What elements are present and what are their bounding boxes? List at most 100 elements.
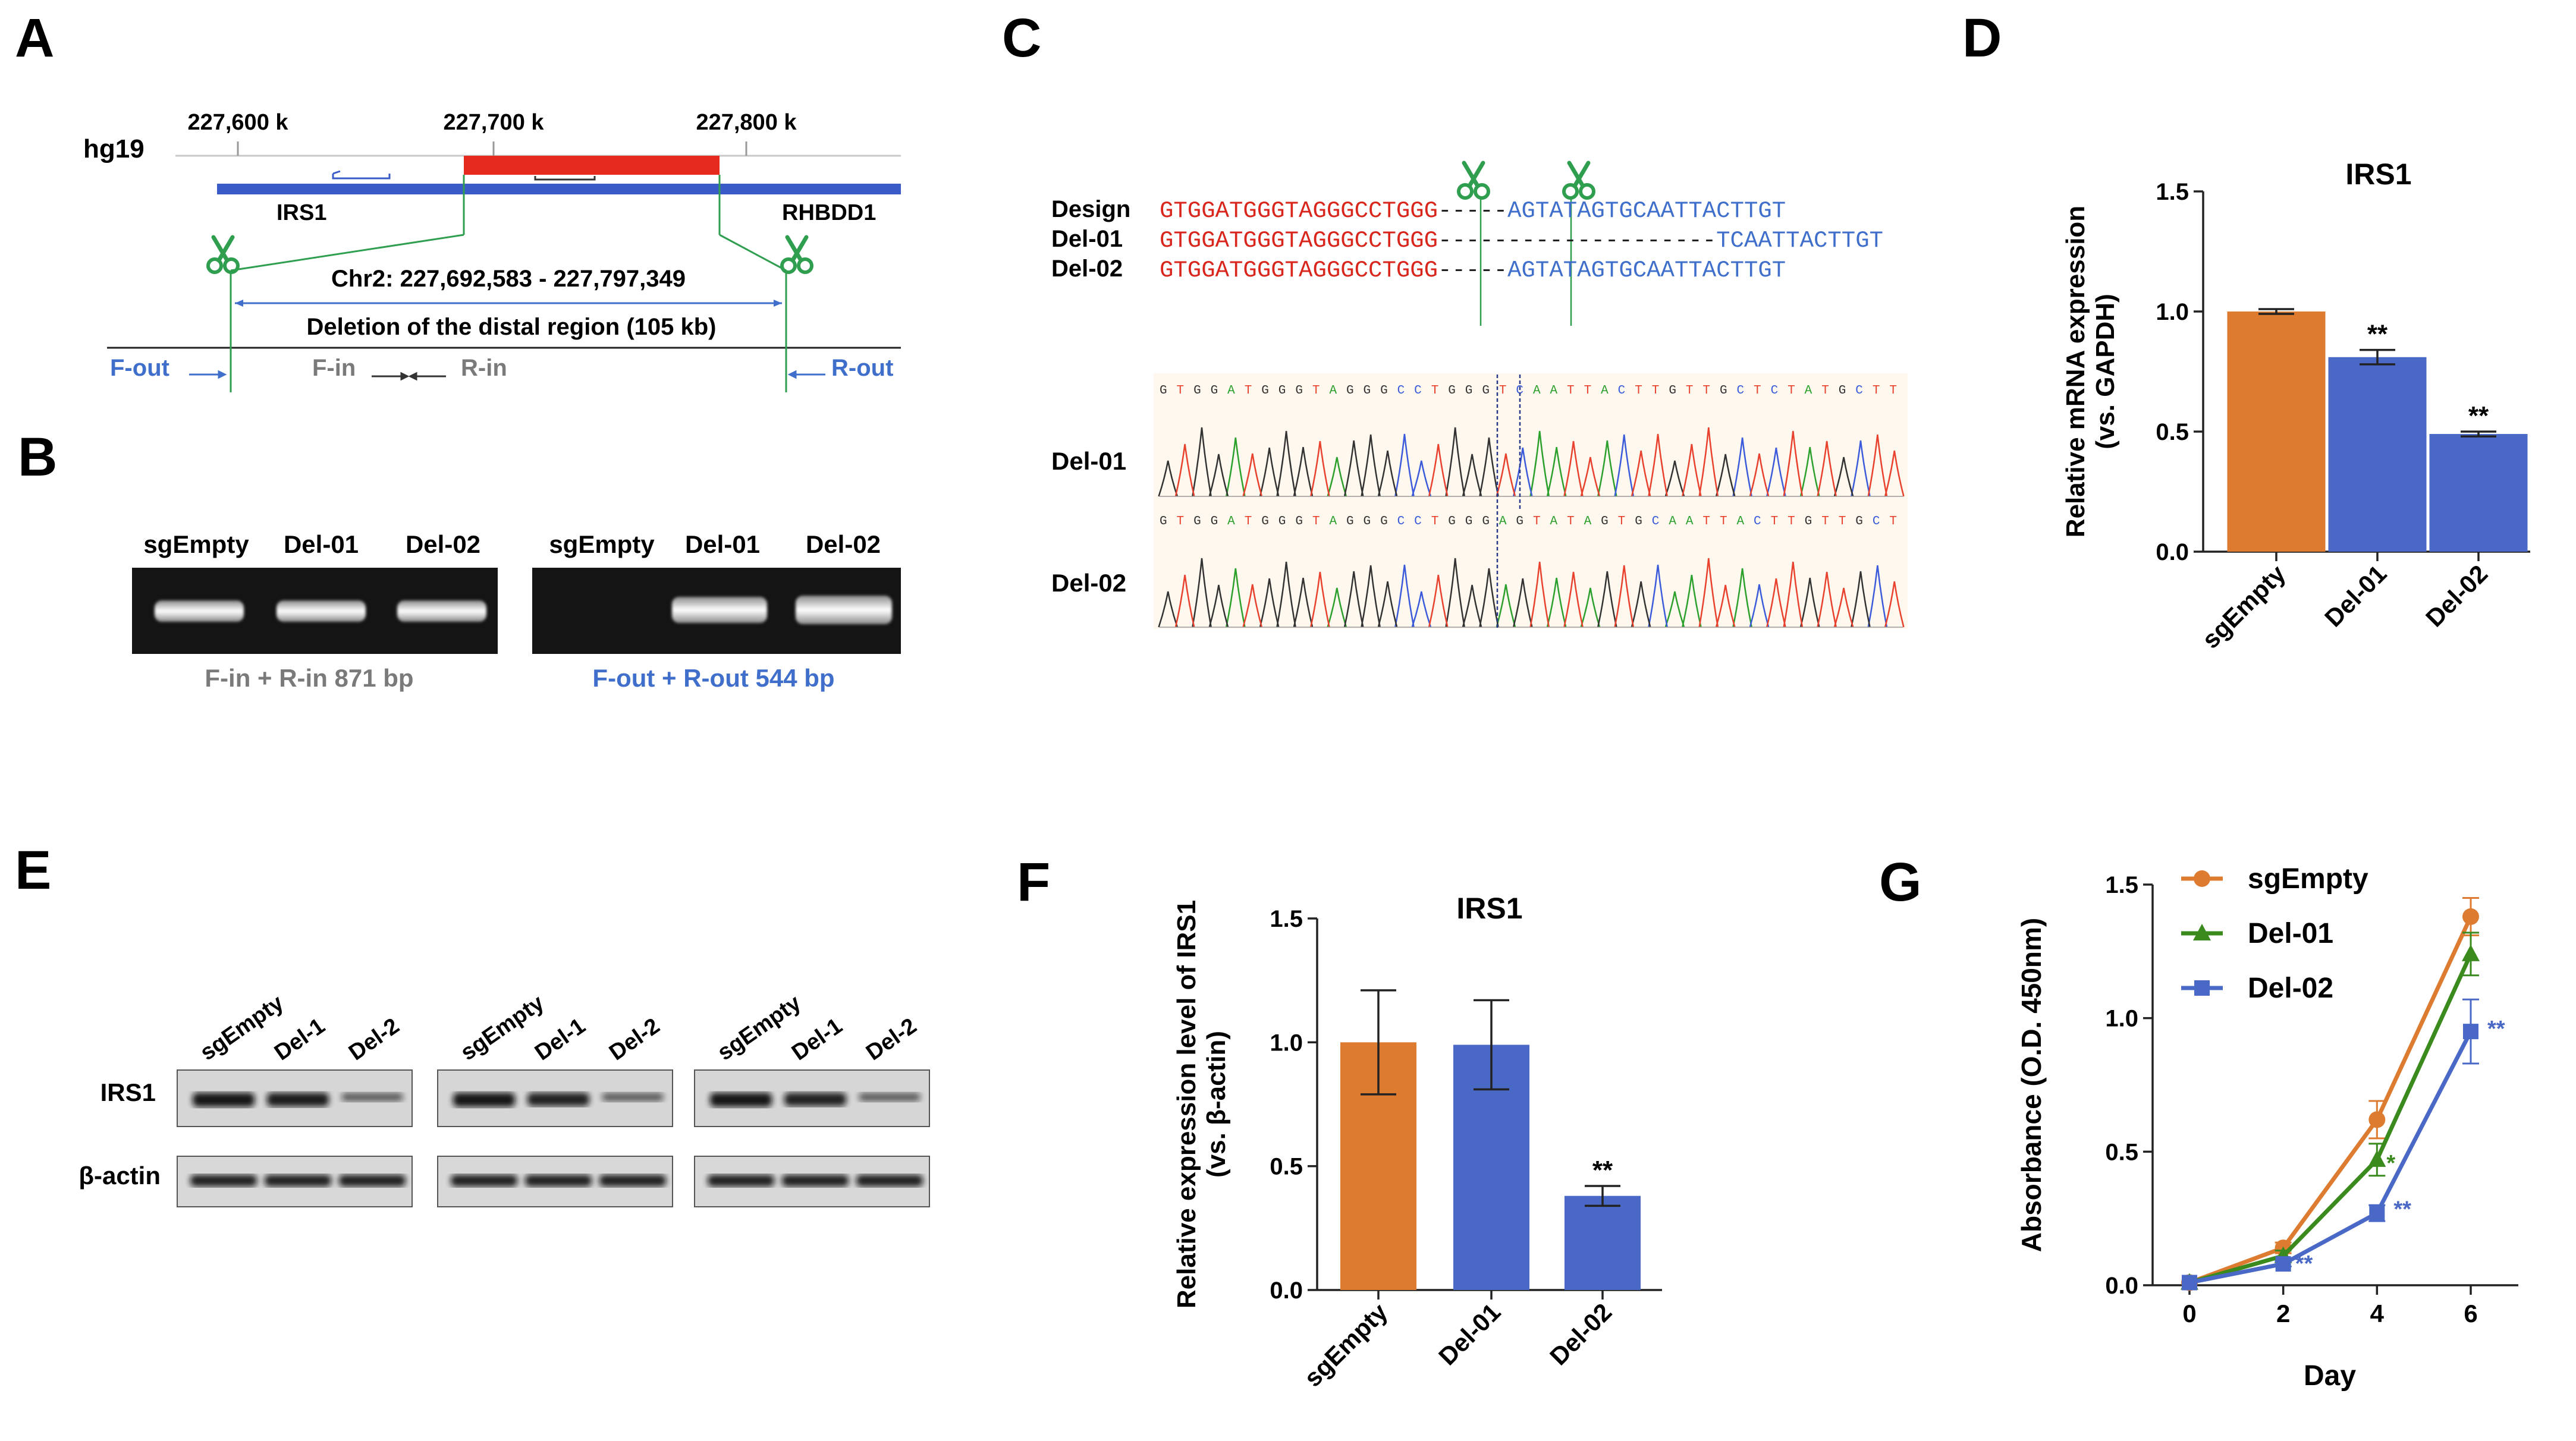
gel1-band-1 [155,600,244,622]
gel1-band-2 [277,600,366,622]
chromatogram-background [1154,373,1908,629]
chromatogram-del02-peaks-A [1225,568,1752,628]
primer-f-in: F-in [312,355,356,381]
panel-label-a: A [15,8,54,68]
blot-band-actin [190,1175,257,1187]
y-tick-label: 0.0 [2105,1273,2138,1299]
scissors-icon-cut2 [1564,163,1594,198]
genome-assembly-label: hg19 [83,134,144,163]
gel1-lane-label-3: Del-02 [406,530,480,558]
deletion-label: Deletion of the distal region (105 kb) [307,314,717,340]
scissors-icon-cut1 [1459,163,1488,198]
blot-band-actin [708,1175,774,1187]
y-tick-label: 1.5 [2105,872,2138,898]
x-tick-label: sgEmpty [1299,1298,1393,1392]
blot-band-actin [525,1175,592,1187]
panel-g-line-chart: 0.0 0.5 1.0 1.5 0 2 4 6 Day Absorbance (O.D. 450n… [2016,863,2518,1392]
seq-row-label: Del-01 [1051,226,1123,252]
significance-marker: ** [2295,1251,2313,1276]
gel2-lane-label-1: sgEmpty [549,530,655,558]
blot-band-irs1 [341,1093,403,1102]
legend-label: Del-01 [2248,918,2333,949]
chart-legend: sgEmpty Del-01 Del-02 [2181,863,2368,1004]
y-axis-label: Absorbance (O.D. 450nm) [2016,918,2047,1252]
panel-b-pcr-gels: sgEmpty Del-01 Del-02 F-in + R-in 871 bp… [132,530,901,692]
data-point [2369,1205,2385,1221]
legend-label: sgEmpty [2248,863,2368,895]
significance-marker: ** [2393,1197,2411,1222]
coord-label-2: 227,700 k [443,110,544,135]
panel-label-c: C [1002,8,1041,68]
y-tick-label: 1.0 [1270,1030,1303,1056]
y-tick-label: 0.0 [1270,1278,1303,1304]
blot-lane-label: Del-1 [530,1014,590,1066]
scissors-icon-right [782,237,812,272]
y-tick-label: 1.5 [2156,179,2189,205]
y-tick-label: 1.0 [2105,1006,2138,1032]
blot-band-actin [856,1175,923,1187]
chromatogram-label-del02: Del-02 [1051,569,1126,597]
deletion-region-bar [464,156,720,175]
x-tick-label: 0 [2182,1300,2196,1327]
data-point [2368,1111,2386,1128]
gene-label-irs1: IRS1 [277,200,326,225]
seq-row-label: Del-02 [1051,256,1123,282]
x-tick-label: 2 [2276,1300,2290,1327]
panel-d-bar-chart: 0.0 0.5 1.0 1.5 Relative mRNA expression(vs.… [2061,158,2530,654]
blot-row-label-actin: β-actin [78,1162,161,1190]
x-tick-label: Del-02 [2420,559,2493,632]
series-sgempty [2181,896,2479,1291]
panel-label-g: G [1879,852,1922,913]
blot-lane-label: sgEmpty [456,990,549,1065]
blot-row-label-irs1: IRS1 [100,1078,156,1106]
y-axis-label: Relative mRNA expression(vs. GAPDH) [2061,206,2120,537]
blot-band-actin [265,1175,331,1187]
gel1-lane-label-1: sgEmpty [143,530,249,558]
blot-band-irs1 [527,1093,589,1106]
primer-r-in: R-in [461,355,507,381]
coord-label-1: 227,600 k [187,110,288,135]
panel-f-bar-chart: 0.0 0.5 1.0 1.5 Relative expression level of… [1172,892,1662,1392]
seq-row-sequence: GTGGATGGGTAGGGCCTGGG--------------------… [1160,228,1883,254]
blot-band-irs1 [602,1093,664,1102]
seq-row-sequence: GTGGATGGGTAGGGCCTGGG-----AGTATAGTGCAATTA… [1160,257,1786,284]
y-tick-label: 0.5 [2105,1139,2138,1165]
blot-band-irs1 [267,1093,329,1107]
blot-band-actin [339,1175,406,1187]
data-point [2182,1275,2197,1291]
blot-band-actin [599,1175,666,1187]
y-tick-label: 0.5 [2156,419,2189,445]
x-tick-label: 4 [2370,1300,2385,1327]
blot-band-actin [782,1175,849,1187]
x-tick-label: Del-02 [1544,1298,1617,1370]
chromatogram-label-del01: Del-01 [1051,447,1126,475]
significance-marker: ** [2487,1017,2505,1042]
panel-label-b: B [18,427,57,487]
data-point [2463,1024,2478,1040]
x-axis-label: Day [2304,1360,2356,1392]
chromatogram-del02-peaks-C [1394,564,1888,628]
gel2-lane-label-3: Del-02 [806,530,881,558]
gel2-band-3 [796,596,892,624]
y-tick-label: 0.5 [1270,1154,1303,1180]
chart-title: IRS1 [2345,158,2411,191]
data-point [2462,944,2480,961]
data-point [2462,908,2479,925]
gel2-lane-label-2: Del-01 [685,530,760,558]
panel-label-f: F [1017,852,1050,913]
bar-del-02 [2429,434,2528,552]
legend-marker [2194,980,2210,996]
blot-lane-label: Del-2 [344,1014,404,1066]
primer-r-out: R-out [831,355,893,381]
y-axis-label: Relative expression level of IRS1(vs. β-… [1172,900,1231,1308]
seq-row-label: Design [1051,196,1130,222]
data-point [2368,1150,2386,1167]
bar-sgempty [2227,312,2326,552]
x-tick-label: sgEmpty [2197,559,2291,654]
significance-marker: ** [2468,401,2489,430]
